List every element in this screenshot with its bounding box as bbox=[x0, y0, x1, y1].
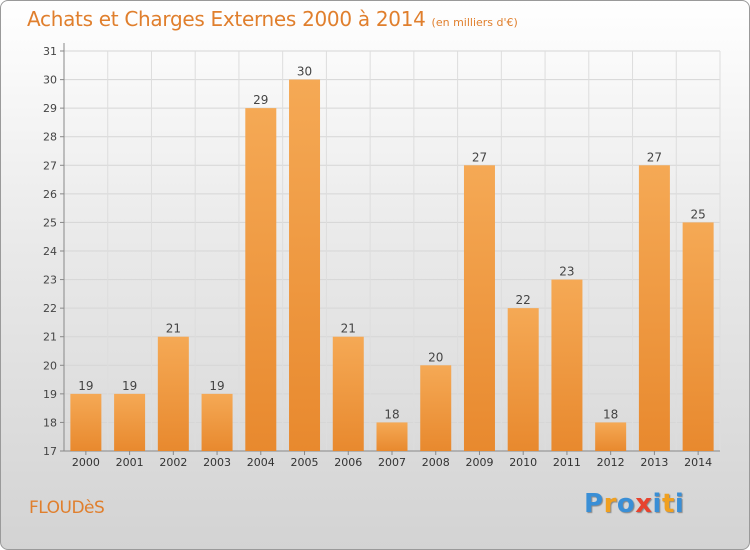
data-label-2010: 22 bbox=[516, 293, 531, 307]
bar-2004 bbox=[245, 108, 277, 452]
logo-letter: x bbox=[635, 489, 653, 519]
chart-title-block: Achats et Charges Externes 2000 à 2014 (e… bbox=[27, 7, 518, 31]
proxiti-logo: Proxiti bbox=[584, 489, 684, 519]
y-tick-label: 21 bbox=[43, 331, 57, 344]
bar-2014 bbox=[682, 222, 714, 451]
y-tick-label: 19 bbox=[43, 388, 57, 401]
data-label-2005: 30 bbox=[297, 65, 312, 79]
x-tick-label-2014: 2014 bbox=[684, 456, 712, 469]
bar-2002 bbox=[157, 336, 189, 451]
data-label-2013: 27 bbox=[647, 150, 662, 164]
bar-2013 bbox=[638, 165, 670, 452]
bar-2007 bbox=[376, 422, 408, 451]
x-tick-label-2008: 2008 bbox=[422, 456, 450, 469]
x-tick-label-2004: 2004 bbox=[247, 456, 275, 469]
y-tick-label: 28 bbox=[43, 131, 57, 144]
x-tick-label-2013: 2013 bbox=[640, 456, 668, 469]
bar-2010 bbox=[507, 308, 539, 451]
y-tick-label: 20 bbox=[43, 359, 57, 372]
commune-name: FLOUDèS bbox=[29, 498, 105, 518]
data-label-2009: 27 bbox=[472, 150, 487, 164]
y-tick-label: 24 bbox=[43, 245, 57, 258]
y-tick-label: 29 bbox=[43, 102, 57, 115]
data-label-2004: 29 bbox=[253, 93, 268, 107]
x-tick-label-2009: 2009 bbox=[465, 456, 493, 469]
data-label-2008: 20 bbox=[428, 350, 443, 364]
y-tick-label: 25 bbox=[43, 216, 57, 229]
x-tick-label-2011: 2011 bbox=[553, 456, 581, 469]
data-label-2007: 18 bbox=[384, 407, 399, 421]
logo-letter: o bbox=[616, 489, 636, 519]
x-tick-label-2007: 2007 bbox=[378, 456, 406, 469]
logo-letter: i bbox=[652, 489, 662, 519]
data-labels: 19 19 21 19 29 30 21 18 20 27 22 23 18 27 25 bbox=[78, 65, 706, 422]
bar-2001 bbox=[114, 393, 146, 451]
y-tick-label: 27 bbox=[43, 159, 57, 172]
data-label-2006: 21 bbox=[341, 322, 356, 336]
data-label-2012: 18 bbox=[603, 407, 618, 421]
data-label-2011: 23 bbox=[559, 265, 574, 279]
bar-2011 bbox=[551, 279, 583, 451]
bar-2005 bbox=[289, 79, 321, 452]
x-tick-label-2010: 2010 bbox=[509, 456, 537, 469]
y-tick-label: 22 bbox=[43, 302, 57, 315]
x-tick-label-2001: 2001 bbox=[116, 456, 144, 469]
x-tick-label-2002: 2002 bbox=[159, 456, 187, 469]
bar-2012 bbox=[595, 422, 627, 451]
bar-2008 bbox=[420, 365, 452, 451]
y-tick-label: 23 bbox=[43, 274, 57, 287]
bar-2003 bbox=[201, 393, 233, 451]
bar-2006 bbox=[332, 336, 364, 451]
bars bbox=[70, 79, 714, 452]
bar-2000 bbox=[70, 393, 102, 451]
y-tick-label: 18 bbox=[43, 416, 57, 429]
logo-letter: t bbox=[661, 489, 675, 519]
data-label-2000: 19 bbox=[78, 379, 93, 393]
data-label-2003: 19 bbox=[209, 379, 224, 393]
x-tick-label-2012: 2012 bbox=[597, 456, 625, 469]
y-tick-labels: 17 18 19 20 21 22 23 24 25 26 27 28 29 30 31 bbox=[43, 45, 57, 458]
data-label-2002: 21 bbox=[166, 322, 181, 336]
data-label-2001: 19 bbox=[122, 379, 137, 393]
x-tick-label-2006: 2006 bbox=[334, 456, 362, 469]
logo-letter: r bbox=[603, 489, 617, 519]
data-label-2014: 25 bbox=[690, 207, 705, 221]
y-tick-label: 31 bbox=[43, 45, 57, 58]
y-tick-label: 26 bbox=[43, 188, 57, 201]
bar-2009 bbox=[463, 165, 495, 452]
x-tick-label-2000: 2000 bbox=[72, 456, 100, 469]
y-tick-label: 30 bbox=[43, 74, 57, 87]
x-tick-label-2003: 2003 bbox=[203, 456, 231, 469]
y-tick-label: 17 bbox=[43, 445, 57, 458]
chart-title: Achats et Charges Externes 2000 à 2014 bbox=[27, 7, 426, 31]
x-tick-labels: 2000 2001 2002 2003 2004 2005 2006 2007 2008 2009… bbox=[72, 456, 712, 469]
logo-letter: P bbox=[584, 489, 604, 519]
logo-letter: i bbox=[674, 489, 685, 519]
chart-subtitle: (en milliers d'€) bbox=[431, 16, 518, 29]
x-tick-label-2005: 2005 bbox=[291, 456, 319, 469]
